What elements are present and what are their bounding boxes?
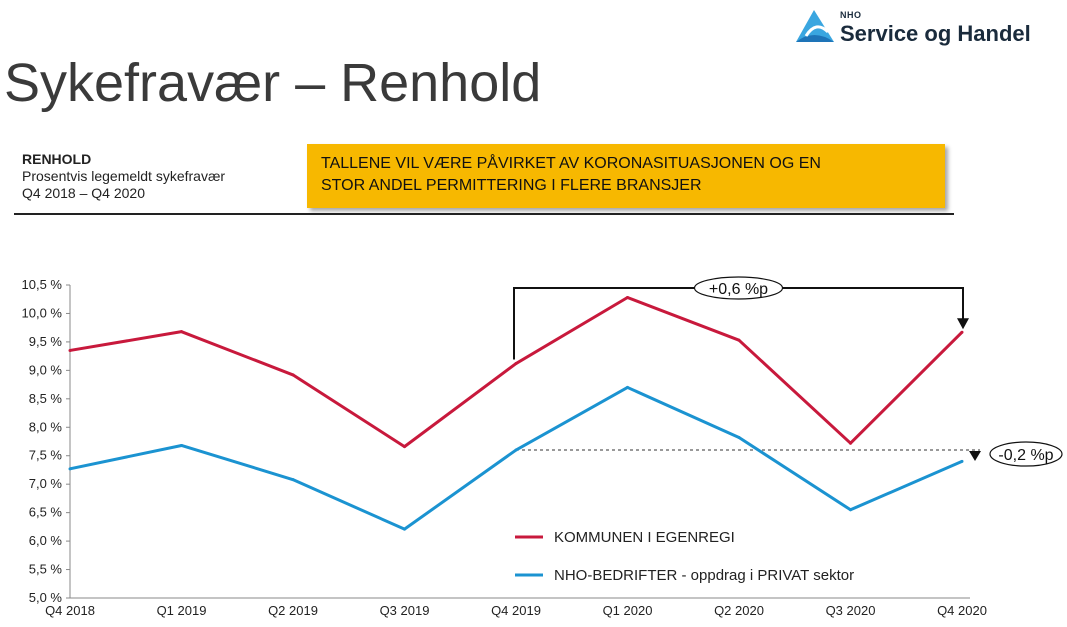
data-point	[291, 478, 295, 482]
x-tick-label: Q1 2019	[157, 603, 207, 618]
info-heading: RENHOLD	[22, 151, 92, 167]
y-tick-label: 10,0 %	[22, 305, 63, 320]
data-point	[737, 436, 741, 440]
banner-line1: TALLENE VIL VÆRE PÅVIRKET AV KORONASITUA…	[321, 155, 821, 172]
series-line-2	[69, 385, 963, 531]
data-point	[68, 467, 72, 471]
y-tick-label: 9,5 %	[29, 334, 63, 349]
notice-banner: TALLENE VIL VÆRE PÅVIRKET AV KORONASITUA…	[307, 144, 945, 208]
x-tick-label: Q3 2020	[826, 603, 876, 618]
logo-name: Service og Handel	[840, 21, 1031, 46]
y-tick-label: 8,0 %	[29, 419, 63, 434]
page-title: Sykefravær – Renhold	[4, 53, 542, 113]
legend-label-1: KOMMUNEN I EGENREGI	[554, 529, 735, 546]
data-point	[626, 385, 629, 389]
data-point	[180, 443, 183, 447]
data-point	[403, 527, 406, 531]
data-point	[849, 441, 852, 445]
logo-org: NHO	[840, 10, 862, 20]
y-tick-label: 8,5 %	[29, 391, 63, 406]
x-tick-label: Q2 2019	[268, 603, 318, 618]
y-tick-label: 10,5 %	[22, 277, 63, 292]
legend-label-2: NHO-BEDRIFTER - oppdrag i PRIVAT sektor	[554, 567, 854, 584]
data-point	[849, 508, 852, 512]
data-point	[960, 330, 964, 334]
y-tick-label: 7,5 %	[29, 448, 63, 463]
change-arrow	[957, 318, 969, 330]
data-point	[514, 448, 518, 452]
nho-logo: NHO Service og Handel	[794, 6, 1062, 50]
x-tick-label: Q4 2019	[491, 603, 541, 618]
data-point	[291, 373, 295, 377]
data-point	[514, 362, 518, 366]
change-label-2: -0,2 %p	[998, 447, 1053, 464]
nho-logo-icon	[796, 10, 834, 42]
change-label-bubble-2	[989, 441, 1063, 467]
y-tick-label: 6,5 %	[29, 505, 63, 520]
data-point	[737, 338, 741, 342]
change-arrow-2	[969, 451, 981, 462]
divider	[14, 213, 954, 215]
change-label: +0,6 %p	[709, 281, 768, 298]
y-tick-label: 7,0 %	[29, 476, 63, 491]
x-tick-label: Q2 2020	[714, 603, 764, 618]
series-line-1	[69, 296, 964, 449]
x-tick-label: Q1 2020	[603, 603, 653, 618]
x-tick-label: Q3 2019	[380, 603, 430, 618]
data-point	[960, 459, 964, 463]
chart-info: RENHOLD Prosentvis legemeldt sykefravær …	[22, 151, 225, 202]
data-point	[180, 330, 183, 334]
y-tick-label: 9,0 %	[29, 362, 63, 377]
y-tick-label: 5,0 %	[29, 590, 63, 605]
data-point	[626, 296, 629, 300]
x-tick-label: Q4 2020	[937, 603, 987, 618]
line-chart: 5,0 % 5,5 % 6,0 % 6,5 % 7,0 % 7,5 % 8,0 % 8,5 %…	[22, 276, 1063, 618]
data-point	[68, 348, 72, 352]
y-tick-label: 5,5 %	[29, 562, 63, 577]
change-label-bubble	[693, 276, 784, 300]
info-line2: Q4 2018 – Q4 2020	[22, 185, 145, 201]
data-point	[403, 445, 406, 449]
banner-line2: STOR ANDEL PERMITTERING I FLERE BRANSJER	[321, 177, 702, 194]
y-tick-label: 6,0 %	[29, 533, 63, 548]
x-tick-label: Q4 2018	[45, 603, 95, 618]
info-line1: Prosentvis legemeldt sykefravær	[22, 168, 226, 184]
